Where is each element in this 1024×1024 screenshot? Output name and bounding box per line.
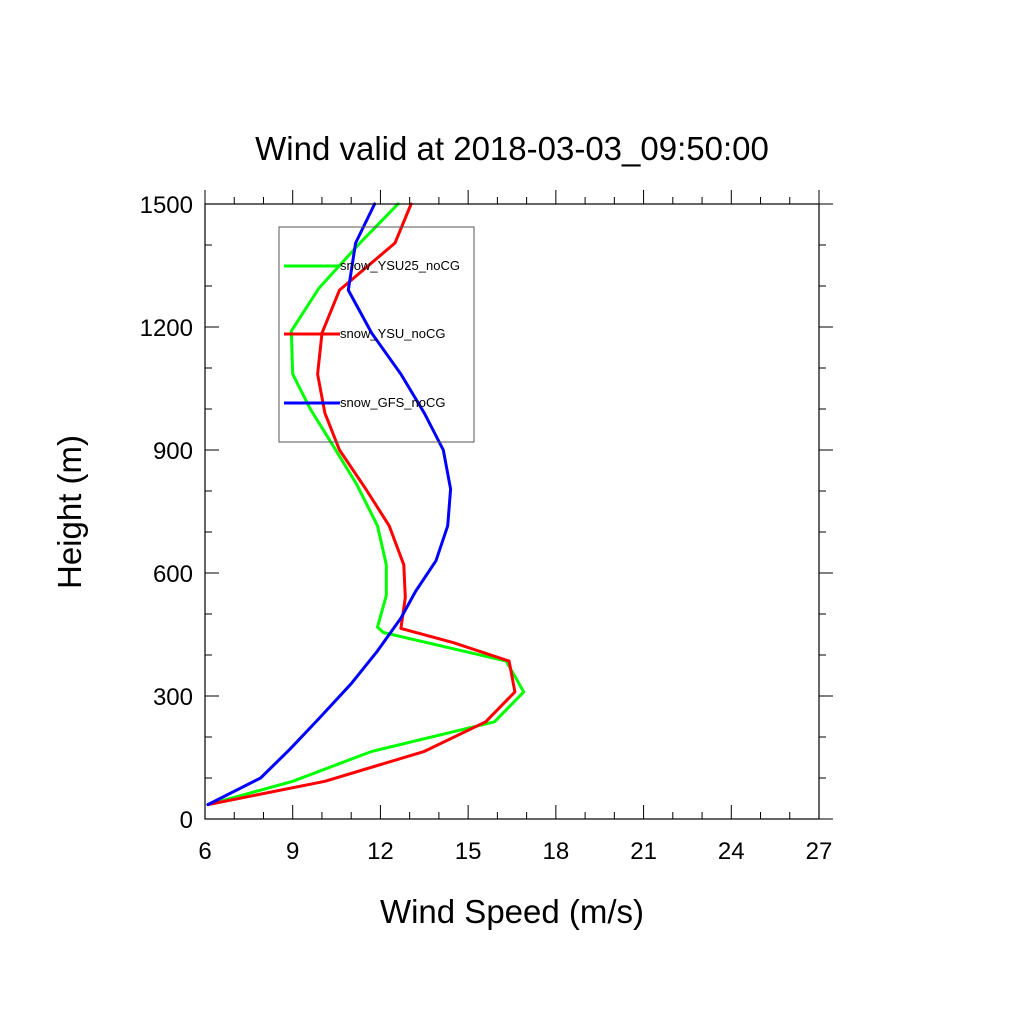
x-tick-label: 27: [806, 838, 833, 865]
y-tick-label: 1500: [140, 192, 193, 219]
x-tick-label: 24: [718, 838, 745, 865]
x-axis-title: Wind Speed (m/s): [380, 893, 644, 930]
x-tick-label: 12: [367, 838, 394, 865]
legend-label-snow_GFS_noCG: snow_GFS_noCG: [340, 395, 446, 410]
plot-area-frame: [204, 203, 820, 820]
series-line-snow_YSU25_noCG: [206, 202, 526, 807]
y-tick-label: 0: [180, 807, 193, 834]
legend-items: snow_YSU25_noCG snow_YSU_noCG snow_GFS_noC…: [284, 258, 460, 410]
x-tick-label: 6: [198, 838, 211, 865]
x-tick-label: 21: [630, 838, 657, 865]
chart-title: Wind valid at 2018-03-03_09:50:00: [255, 130, 769, 167]
x-tick-label: 15: [455, 838, 482, 865]
y-tick-label: 1200: [140, 315, 193, 342]
legend-label-snow_YSU25_noCG: snow_YSU25_noCG: [340, 258, 460, 273]
y-tick-labels: 0 300 600 900 1200 1500: [140, 192, 193, 834]
y-tick-label: 900: [153, 438, 193, 465]
legend-label-snow_YSU_noCG: snow_YSU_noCG: [340, 326, 446, 341]
series-line-snow_GFS_noCG: [206, 202, 453, 807]
y-axis-title: Height (m): [51, 435, 88, 589]
y-tick-label: 600: [153, 561, 193, 588]
x-tick-label: 18: [543, 838, 570, 865]
legend: snow_YSU25_noCG snow_YSU_noCG snow_GFS_noC…: [278, 226, 475, 443]
y-tick-label: 300: [153, 684, 193, 711]
x-tick-labels: 6 9 12 15 18 21 24 27: [198, 838, 832, 865]
x-tick-label: 9: [286, 838, 299, 865]
legend-box: [278, 226, 475, 443]
